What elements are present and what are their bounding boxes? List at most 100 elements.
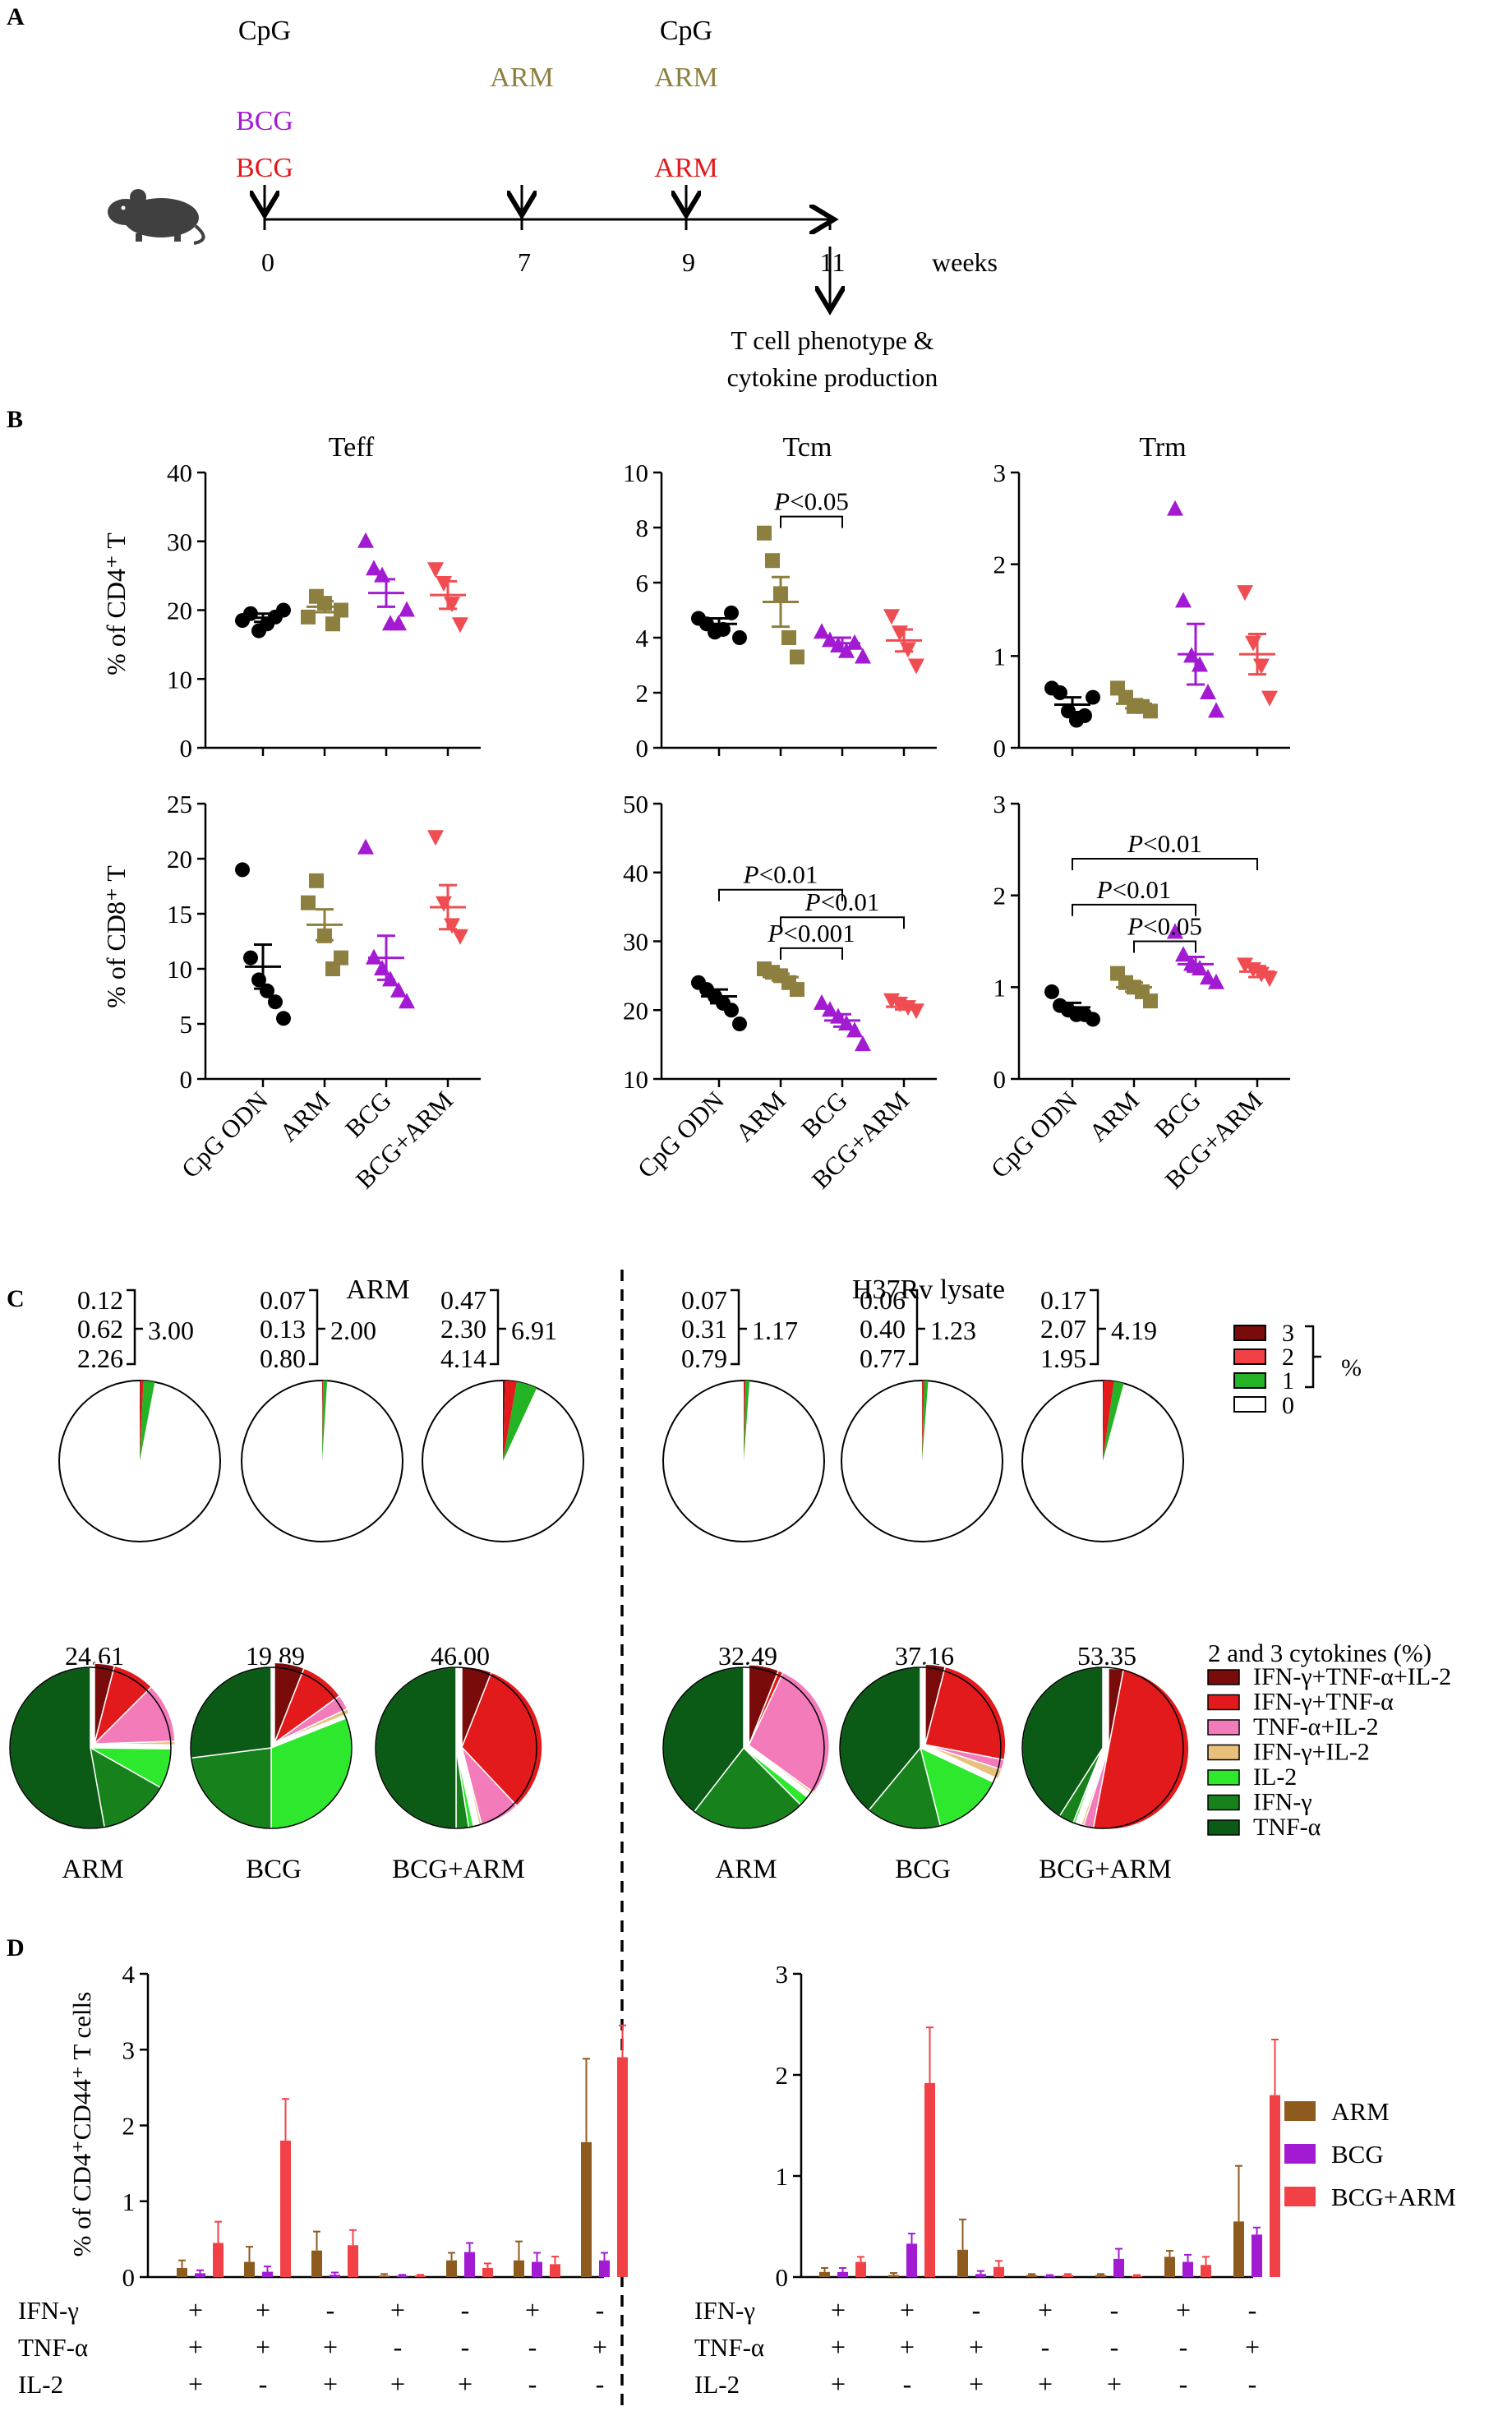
data-point [357, 532, 374, 548]
significance-label: P<0.01 [1127, 829, 1202, 858]
data-point [1077, 708, 1092, 723]
data-point [838, 642, 855, 658]
bottom-pie-2: 46.00 BCG+ARM [375, 1641, 543, 1884]
bottom-pie-total: 53.35 [1077, 1641, 1136, 1671]
data-point [855, 1035, 871, 1052]
bar-bcg [195, 2273, 205, 2277]
bar-arm [244, 2261, 255, 2277]
top-pie-3: 0.070.310.79 1.17 [662, 1285, 825, 1542]
significance-bracket [780, 515, 843, 528]
legend-swatch-2 [1233, 1348, 1266, 1365]
data-point [908, 658, 924, 675]
data-point [724, 605, 739, 620]
combo-sign: + [188, 2295, 203, 2325]
legend-bottom-label: IFN-γ [1253, 1789, 1312, 1816]
top-pie-v2: 2.07 [1040, 1314, 1086, 1344]
data-point [436, 896, 452, 912]
top-pie-slice-1 [140, 1381, 155, 1461]
combo-sign: + [256, 2295, 270, 2325]
top-pie-total: 4.19 [1111, 1316, 1157, 1345]
bar-charts: 0 1 2 3 4 IFN-γ TNF-α IL-2 + + + + + - - + + + - + - - + + - - - + -… [18, 1960, 1280, 2399]
data-point [883, 609, 900, 625]
data-point [1253, 658, 1270, 675]
data-point [732, 630, 747, 645]
significance-bracket [1133, 940, 1196, 953]
data-point [366, 560, 382, 576]
y-tick-label: 3 [993, 459, 1007, 487]
y-tick-label: 3 [776, 1960, 789, 1989]
bar-arm [888, 2275, 899, 2277]
top-pie-bracket [309, 1288, 325, 1366]
bar-bcg [397, 2275, 408, 2277]
bar-bcg-arm [1270, 2095, 1280, 2277]
bar-arm [581, 2141, 592, 2277]
combo-sign: - [394, 2332, 403, 2362]
y-tick-label: 10 [167, 955, 192, 984]
data-point [390, 615, 407, 631]
combo-sign: + [1245, 2332, 1260, 2362]
combo-sign: - [596, 2369, 605, 2399]
top-pie-slice-3 [140, 1381, 141, 1461]
legend-bottom-swatch [1207, 1819, 1240, 1836]
combo-sign: + [900, 2295, 915, 2325]
y-tick-label: 1 [122, 2187, 136, 2216]
data-point [390, 981, 407, 998]
bar-arm [177, 2267, 187, 2277]
data-point [814, 623, 830, 639]
combo-sign: - [259, 2369, 268, 2399]
data-point [1200, 969, 1216, 985]
y-tick-label: 10 [167, 665, 192, 694]
data-point [1261, 690, 1278, 707]
bar-arm [1233, 2221, 1244, 2277]
combo-sign: - [1110, 2332, 1119, 2362]
top-pie-slice-2 [322, 1381, 324, 1461]
bar-bcg [599, 2260, 610, 2277]
y-tick-label: 8 [636, 514, 649, 542]
y-tick-label: 0 [776, 2263, 789, 2292]
y-tick-label: 15 [167, 900, 192, 929]
combo-sign: + [592, 2332, 607, 2362]
bar-bcg-arm [1063, 2275, 1073, 2277]
bottom-pie-label: ARM [715, 1855, 777, 1884]
bottom-pie-5: 53.35 BCG+ARM [1021, 1641, 1190, 1884]
bottom-pie-total: 46.00 [431, 1641, 490, 1671]
top-pie-slice-2 [503, 1381, 517, 1461]
legend-bottom-label: IFN-γ+TNF-α [1253, 1689, 1394, 1716]
bottom-pie-slice-2 [93, 1685, 176, 1745]
a-col9-line3: ARM [654, 153, 717, 183]
y-tick-label: 0 [122, 2263, 136, 2292]
bar-bcg-arm [993, 2266, 1004, 2277]
y-tick-label: 2 [636, 679, 649, 708]
combo-sign: - [1248, 2369, 1257, 2399]
top-pie-v3: 0.17 [1040, 1285, 1086, 1315]
c-legend-bottom: 2 and 3 cytokines (%) IFN-γ+TNF-α+IL-2IF… [1207, 1639, 1451, 1841]
bottom-pie-slice-3 [924, 1744, 1003, 1780]
data-point [1167, 500, 1183, 516]
top-pie-4: 0.060.400.77 1.23 [841, 1285, 1003, 1542]
a-col0-line2: BCG [236, 106, 293, 136]
a-tick-9: 9 [682, 247, 695, 277]
legend-bottom-swatch [1207, 1694, 1240, 1711]
combo-sign: - [972, 2295, 981, 2325]
x-category-label: CpG ODN [985, 1086, 1083, 1183]
combo-sign: + [969, 2369, 984, 2399]
bar-bcg-arm [415, 2275, 426, 2277]
data-point [1261, 971, 1278, 988]
c-top-pies: 0.120.622.263.000.070.130.802.000.472.30… [58, 1285, 1184, 1542]
bar-arm [379, 2275, 390, 2277]
data-point [1143, 993, 1158, 1009]
bottom-pie-slice-6 [190, 1666, 272, 1759]
combo-sign: + [900, 2332, 915, 2362]
data-point [757, 525, 772, 541]
a-col9-line1: CpG [660, 16, 712, 46]
x-category-label: CpG ODN [176, 1086, 274, 1183]
data-point [427, 830, 444, 846]
mouse-icon [108, 189, 205, 245]
bottom-pie-4: 37.16 BCG [839, 1641, 1007, 1884]
bar-bcg-arm [1132, 2275, 1142, 2277]
data-point [325, 616, 340, 632]
bar-bcg [975, 2274, 986, 2277]
